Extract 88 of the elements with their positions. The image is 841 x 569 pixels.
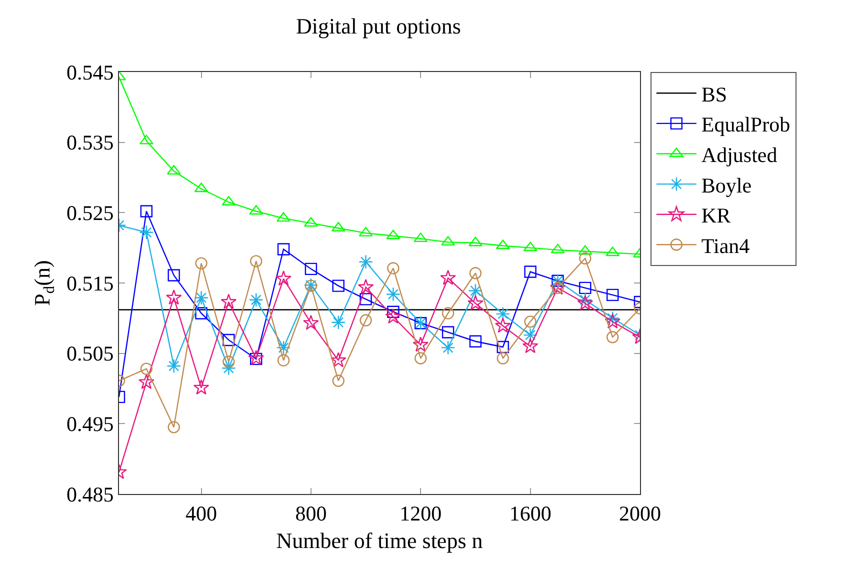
point xyxy=(303,314,319,330)
y-tick-label: 0.485 xyxy=(66,482,114,506)
point xyxy=(276,340,291,355)
point xyxy=(304,262,318,276)
point xyxy=(250,255,262,268)
point xyxy=(166,289,182,305)
point xyxy=(360,314,372,326)
point xyxy=(168,421,180,434)
point xyxy=(387,306,400,318)
point xyxy=(222,334,235,346)
point xyxy=(250,352,262,366)
point xyxy=(579,252,592,264)
y-tick-label: 0.495 xyxy=(66,412,114,436)
point xyxy=(523,328,538,342)
point xyxy=(496,352,509,364)
point xyxy=(385,308,402,324)
chart-title: Digital put options xyxy=(296,13,461,38)
point xyxy=(387,262,400,274)
point xyxy=(496,306,510,322)
legend-label: BS xyxy=(701,82,728,106)
point xyxy=(469,267,482,280)
point xyxy=(140,205,153,218)
y-tick-label: 0.535 xyxy=(66,130,114,155)
point xyxy=(304,217,318,227)
x-axis-title: Number of time steps n xyxy=(276,528,483,554)
point xyxy=(469,335,482,348)
point xyxy=(140,362,153,375)
point xyxy=(332,280,344,292)
point xyxy=(277,243,290,256)
point xyxy=(168,269,180,282)
point xyxy=(195,307,208,320)
point xyxy=(577,295,594,310)
point xyxy=(138,374,154,389)
point xyxy=(606,331,619,344)
point xyxy=(494,318,511,333)
point xyxy=(524,266,536,278)
point xyxy=(330,352,346,368)
point xyxy=(468,295,484,310)
point xyxy=(442,326,454,338)
point xyxy=(441,236,455,246)
point xyxy=(331,315,346,330)
point xyxy=(522,338,538,354)
point xyxy=(440,340,456,355)
point xyxy=(468,236,482,246)
point xyxy=(605,310,620,326)
x-tick-label: 1200 xyxy=(400,501,442,526)
point xyxy=(277,354,290,366)
point xyxy=(606,288,619,302)
point xyxy=(358,254,373,270)
legend-label: Boyle xyxy=(701,173,752,198)
point xyxy=(579,282,592,294)
point xyxy=(139,225,154,240)
y-tick-label: 0.505 xyxy=(66,342,114,366)
point xyxy=(386,287,400,302)
point xyxy=(276,212,290,222)
legend-label: Tian4 xyxy=(701,234,750,258)
point xyxy=(276,270,292,286)
legend-label: EqualProb xyxy=(701,112,790,137)
point xyxy=(194,290,208,305)
legend-label: KR xyxy=(701,204,731,228)
point xyxy=(358,278,374,294)
point xyxy=(193,380,210,395)
point xyxy=(166,358,182,374)
y-tick-label: 0.515 xyxy=(66,271,114,296)
point xyxy=(414,352,427,364)
point xyxy=(222,356,235,368)
y-tick-label: 0.525 xyxy=(66,201,114,226)
point xyxy=(221,360,236,376)
x-tick-label: 2000 xyxy=(619,501,661,526)
point xyxy=(604,313,620,329)
y-tick-label: 0.545 xyxy=(66,60,114,84)
point xyxy=(496,340,509,354)
x-tick-label: 800 xyxy=(295,501,327,526)
x-tick-label: 400 xyxy=(186,501,218,526)
point xyxy=(440,270,456,285)
point xyxy=(248,350,264,366)
point xyxy=(332,374,344,387)
point xyxy=(578,292,592,308)
point xyxy=(442,307,454,320)
point xyxy=(248,292,264,308)
point xyxy=(412,336,429,352)
point xyxy=(524,316,536,328)
point xyxy=(360,293,372,306)
point xyxy=(468,284,483,298)
point xyxy=(195,257,208,270)
point xyxy=(220,294,237,309)
legend-label: Adjusted xyxy=(701,142,778,167)
x-tick-label: 1600 xyxy=(509,501,552,526)
